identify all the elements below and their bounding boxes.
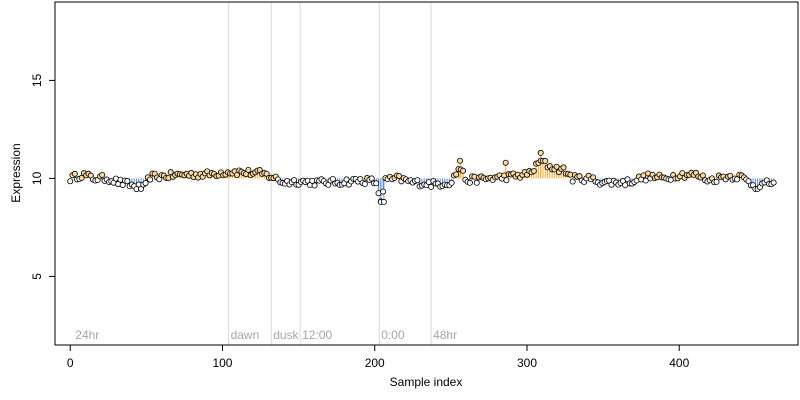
data-point — [124, 178, 131, 185]
data-point — [67, 178, 74, 185]
data-point — [78, 174, 85, 181]
y-tick-label: 15 — [30, 73, 44, 87]
x-tick-label: 100 — [212, 356, 232, 370]
x-tick-label: 200 — [365, 356, 385, 370]
data-point — [361, 181, 368, 188]
data-point — [456, 157, 463, 164]
data-point — [770, 179, 777, 186]
annotation-label: dusk — [273, 328, 299, 342]
x-tick-label: 300 — [517, 356, 537, 370]
data-point — [380, 198, 387, 205]
annotation-label: 48hr — [433, 328, 457, 342]
data-point — [473, 179, 480, 186]
data-point — [460, 167, 467, 174]
y-tick-label: 10 — [30, 171, 44, 185]
guide-lines-layer — [228, 2, 432, 345]
data-point — [380, 188, 387, 195]
x-axis-label: Sample index — [390, 375, 463, 389]
data-point — [291, 177, 298, 184]
data-point — [245, 166, 252, 173]
data-point — [734, 176, 741, 183]
data-point — [542, 157, 549, 164]
annotation-label: 0:00 — [381, 328, 405, 342]
data-point — [530, 167, 537, 174]
data-point — [466, 179, 473, 186]
data-point — [142, 180, 149, 187]
data-point — [448, 179, 455, 186]
data-point — [428, 183, 435, 190]
axes-layer: 0 100 200 300 400 5 10 15 — [30, 73, 690, 370]
data-point — [71, 170, 78, 177]
x-tick-label: 0 — [67, 356, 74, 370]
data-point — [713, 178, 720, 185]
annotation-label: 24hr — [75, 328, 99, 342]
data-point — [414, 177, 421, 184]
x-tick-label: 400 — [669, 356, 689, 370]
data-point — [167, 169, 174, 176]
data-point — [537, 149, 544, 156]
annotation-label: dawn — [231, 328, 260, 342]
data-point — [503, 177, 510, 184]
annotations-layer: 24hr dawn dusk 12:00 0:00 48hr — [75, 328, 457, 342]
data-point — [368, 175, 375, 182]
y-tick-label: 5 — [30, 273, 44, 280]
data-point — [311, 182, 318, 189]
y-axis-label: Expression — [9, 143, 23, 202]
data-point — [560, 164, 567, 171]
data-point — [329, 175, 336, 182]
data-point — [699, 172, 706, 179]
annotation-label: 12:00 — [302, 328, 332, 342]
data-point — [99, 171, 106, 178]
data-point — [569, 178, 576, 185]
data-point — [502, 159, 509, 166]
points-layer — [67, 149, 777, 205]
data-point — [453, 171, 460, 178]
data-point — [373, 180, 380, 187]
data-point — [147, 176, 154, 183]
